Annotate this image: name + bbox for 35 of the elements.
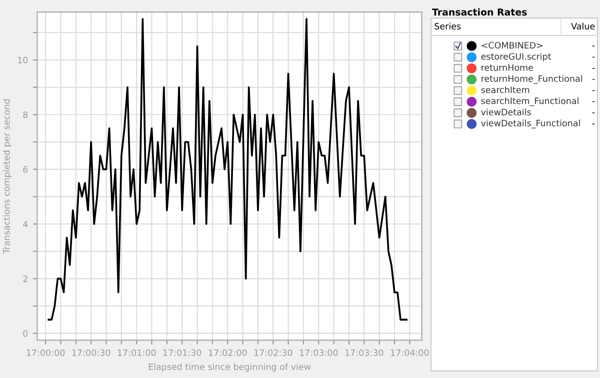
y-tick-label: 0 <box>23 330 28 337</box>
y-tick-label: 8 <box>23 111 28 118</box>
legend-label: searchItem_Functional <box>481 97 578 106</box>
text: - <box>592 79 595 80</box>
x-tick-label: 17:03:30 <box>345 349 384 356</box>
legend-label: viewDetails_Functional <box>481 120 580 128</box>
y-tick-label: 4 <box>23 220 28 228</box>
legend-label: viewDetails <box>481 108 531 116</box>
x-axis-title: Elapsed time since beginning of view <box>148 363 311 372</box>
legend-title: Transaction Rates <box>432 8 527 16</box>
text: - <box>592 68 595 69</box>
x-tick-label: 17:01:00 <box>118 349 156 356</box>
x-tick-label: 17:00:30 <box>72 349 110 356</box>
y-tick-label: 2 <box>23 276 28 282</box>
text: Series <box>434 22 461 30</box>
text: - <box>592 112 595 114</box>
x-tick-label: 17:00:00 <box>26 349 65 356</box>
legend-label: returnHome_Functional <box>482 75 582 84</box>
text: Value <box>571 22 595 30</box>
text: - <box>592 56 595 58</box>
x-tick-label: 17:02:30 <box>254 349 292 356</box>
legend-label: searchItem <box>481 86 530 94</box>
x-tick-label: 17:02:00 <box>208 349 247 356</box>
y-tick-label: 6 <box>23 166 28 173</box>
legend-label: returnHome <box>482 64 533 71</box>
y-tick-label: 10 <box>18 56 28 64</box>
line-series <box>48 18 408 321</box>
legend-label: <COMBINED> <box>482 42 543 49</box>
x-tick-label: 17:01:30 <box>163 349 202 356</box>
text: - <box>592 90 595 91</box>
x-tick-label: 17:04:00 <box>390 349 429 356</box>
legend-label: estoreGUI.script <box>481 52 552 62</box>
text: - <box>592 101 595 102</box>
x-tick-label: 17:03:00 <box>300 349 338 356</box>
y-axis-title: Transactions completed per second <box>3 99 12 254</box>
